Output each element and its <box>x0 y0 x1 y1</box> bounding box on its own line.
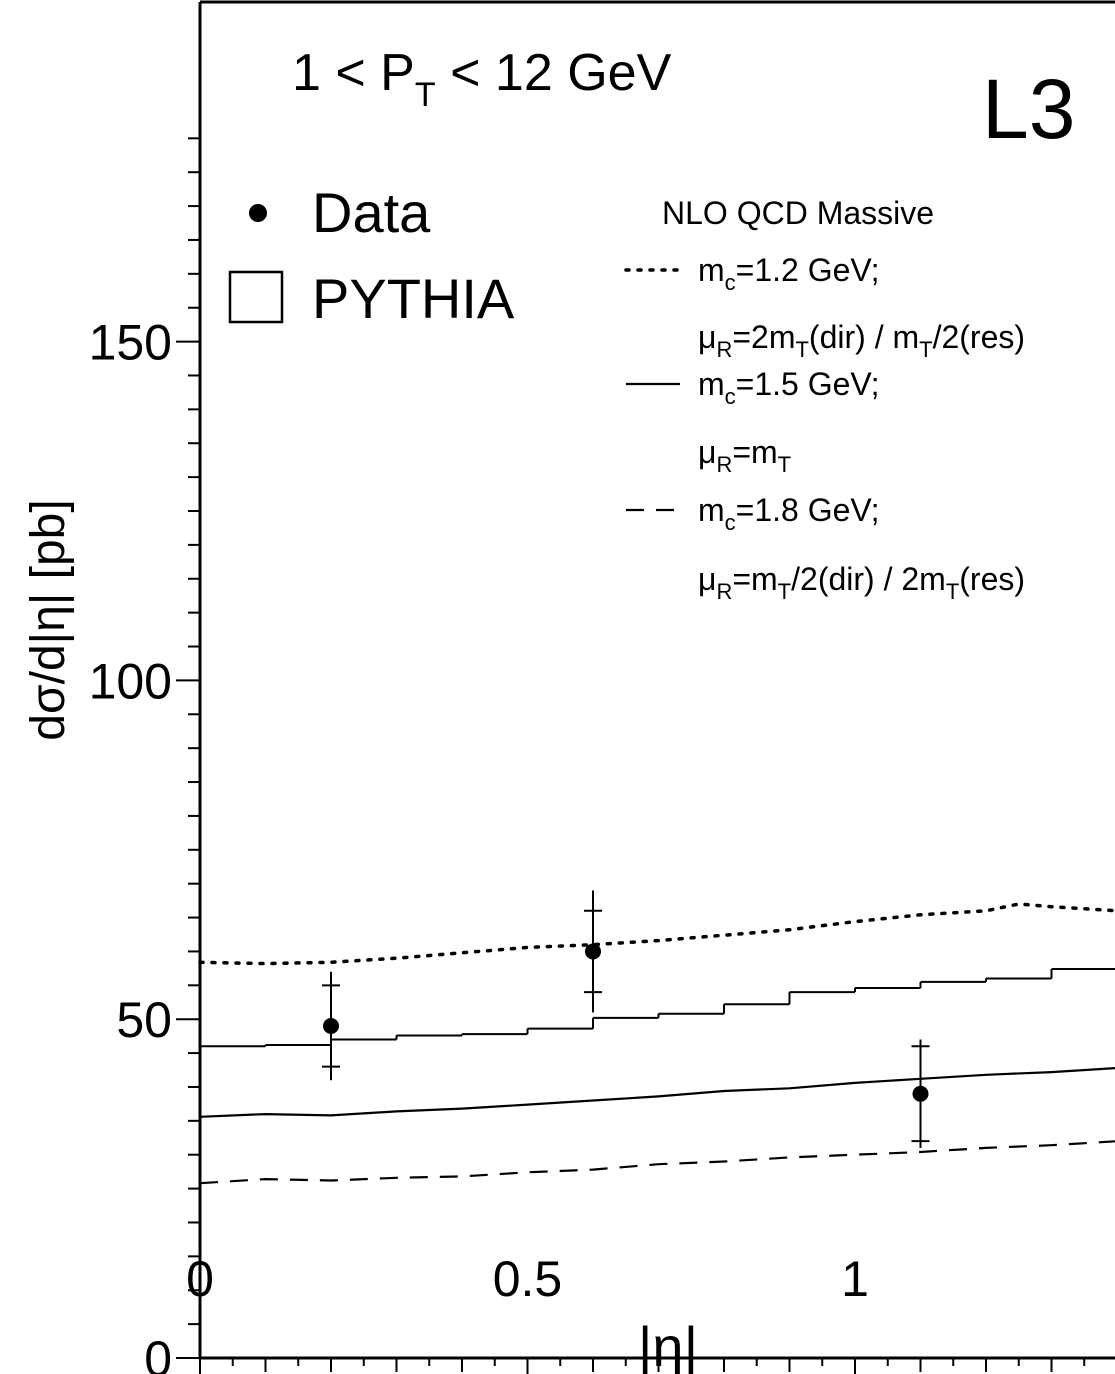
legend-text: m <box>698 252 725 288</box>
data-point <box>585 943 601 960</box>
legend-subscript: T <box>946 579 959 604</box>
legend-subscript: T <box>919 337 932 362</box>
legend-subscript: R <box>716 337 732 362</box>
legend-text: (dir) / m <box>809 319 919 355</box>
experiment-label: L3 <box>982 62 1075 156</box>
legend-entry-scale: μR=mT/2(dir) / 2mT(res) <box>698 561 1025 604</box>
legend-text: (res) <box>959 561 1025 597</box>
legend-text: =1.8 GeV; <box>736 492 880 528</box>
legend-pythia-box <box>228 270 284 324</box>
legend-data-marker <box>249 204 267 222</box>
y-axis-label: dσ/d|η| [pb] <box>22 499 75 740</box>
pt-range-prefix: 1 < P <box>292 44 415 102</box>
pt-range-label: 1 < PT < 12 GeV <box>292 44 672 114</box>
theory-curve-dotted <box>198 902 1115 966</box>
legend-subscript: c <box>725 384 736 409</box>
legend-text: μ <box>698 434 716 470</box>
x-axis-label: |η| <box>638 1315 698 1374</box>
legend-entry-mass: mc=1.2 GeV; <box>698 252 879 295</box>
legend-text: =2m <box>732 319 795 355</box>
y-tick-label: 0 <box>144 1331 172 1374</box>
legend-text: =m <box>732 434 777 470</box>
legend-title: NLO QCD Massive <box>662 195 934 231</box>
legend-subscript: R <box>716 452 732 477</box>
legend-text: =m <box>732 561 777 597</box>
legend-text: μ <box>698 319 716 355</box>
legend-entry-scale: μR=mT <box>698 434 791 477</box>
theory-curve-solid <box>199 1067 1115 1118</box>
axis-tick-labels: 0 50 100 150 0 0.5 1 <box>89 315 869 1374</box>
data-point <box>323 1017 339 1034</box>
x-tick-label: 0 <box>186 1251 214 1307</box>
legend-entry-mass: mc=1.5 GeV; <box>698 366 879 409</box>
legend-data-label: Data <box>312 181 431 244</box>
legend-text: /2(dir) / 2m <box>791 561 946 597</box>
x-tick-label: 0.5 <box>493 1251 563 1307</box>
legend-subscript: c <box>725 270 736 295</box>
legend-text: μ <box>698 561 716 597</box>
legend-text: =1.2 GeV; <box>736 252 880 288</box>
x-tick-label: 1 <box>841 1251 869 1307</box>
legend-text: m <box>698 366 725 402</box>
legend-entry-scale: μR=2mT(dir) / mT/2(res) <box>698 319 1025 362</box>
legend-pythia-label: PYTHIA <box>312 267 515 330</box>
legend-text: =1.5 GeV; <box>736 366 880 402</box>
legend-subscript: R <box>716 579 732 604</box>
legend-text: m <box>698 492 725 528</box>
legend-left: Data PYTHIA <box>228 181 515 330</box>
legend-subscript: T <box>795 337 808 362</box>
data-points <box>322 890 930 1148</box>
pt-range-suffix: < 12 GeV <box>436 44 672 102</box>
pt-range-sub: T <box>415 76 436 114</box>
axis-ticks <box>176 137 1086 1374</box>
theory-curve-dashed <box>199 1140 1115 1185</box>
theory-curves <box>198 902 1115 1185</box>
legend-subscript: T <box>778 452 791 477</box>
y-tick-label: 100 <box>89 653 172 709</box>
legend-text: /2(res) <box>933 319 1025 355</box>
data-point <box>912 1085 929 1102</box>
y-tick-label: 150 <box>89 315 172 371</box>
legend-right: NLO QCD Massive mc=1.2 GeV;μR=2mT(dir) /… <box>624 195 1025 604</box>
legend-subscript: T <box>778 579 791 604</box>
pythia-histogram <box>200 968 1115 1048</box>
y-tick-label: 50 <box>116 992 172 1048</box>
legend-subscript: c <box>725 510 736 535</box>
legend-entry-mass: mc=1.8 GeV; <box>698 492 879 535</box>
